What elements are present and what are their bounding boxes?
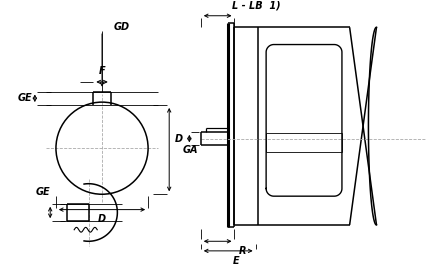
Text: D: D <box>175 134 183 144</box>
Text: E: E <box>233 256 240 266</box>
Text: GE: GE <box>35 187 50 197</box>
Text: D: D <box>98 214 106 224</box>
Text: R: R <box>239 246 247 256</box>
Text: GE: GE <box>18 93 32 103</box>
Text: L - LB  1): L - LB 1) <box>232 1 281 11</box>
Text: F: F <box>99 66 105 76</box>
Text: GD: GD <box>113 22 130 32</box>
Text: GA: GA <box>183 145 198 155</box>
